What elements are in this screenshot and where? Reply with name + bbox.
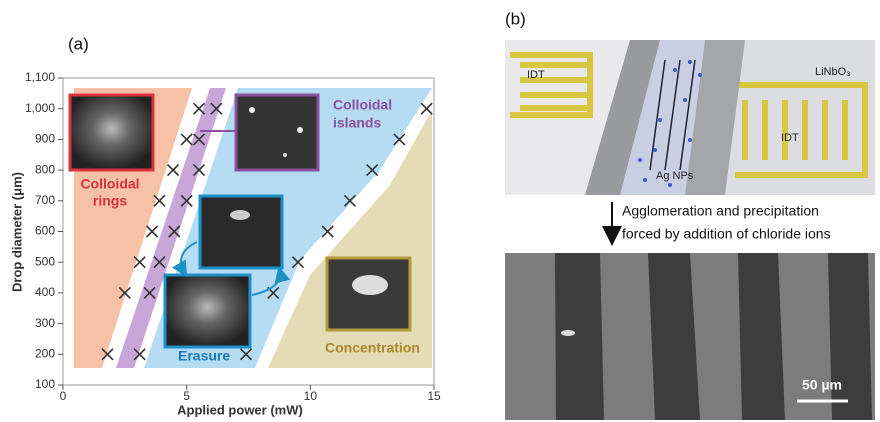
data-point	[118, 286, 131, 299]
annotation: Colloidal	[333, 97, 392, 113]
speck	[249, 107, 255, 113]
data-point	[101, 348, 114, 361]
x-tick-label: 15	[427, 389, 441, 403]
y-tick-label: 200	[35, 346, 55, 360]
data-point	[143, 286, 156, 299]
plot: 100 200 300 400 500 600 700 800 900 1,000 1,100 0 5 1…	[25, 70, 441, 403]
annotation: rings	[93, 193, 127, 209]
data-point	[153, 256, 166, 269]
panel-label: (a)	[68, 34, 89, 53]
image-label: LiNbO₃	[815, 66, 851, 78]
annotation: Erasure	[178, 348, 230, 364]
y-tick-label: 700	[35, 193, 55, 207]
y-tick-label: 900	[35, 132, 55, 146]
scale-bar-label: 50 µm	[802, 377, 842, 393]
y-tick-label: 300	[35, 316, 55, 330]
particle	[561, 330, 575, 336]
nanowire	[649, 59, 696, 171]
render-image: IDT LiNbO₃ IDT Ag NPs	[505, 40, 875, 195]
blob	[352, 275, 388, 295]
y-tick-label: 400	[35, 285, 55, 299]
y-tick-label: 1,100	[25, 70, 55, 84]
particles	[638, 60, 702, 187]
idt	[510, 52, 593, 118]
data-point	[239, 348, 253, 361]
sem-image: 50 µm	[505, 253, 875, 420]
speck	[283, 153, 287, 157]
data-point	[166, 164, 180, 177]
y-tick-label: 600	[35, 224, 55, 238]
stripe	[648, 253, 700, 420]
inset-erasure	[198, 194, 284, 270]
caption: forced by addition of chloride ions	[622, 226, 831, 242]
data-point	[180, 194, 193, 207]
insets: Colloidal rings Colloidal islands Erasur…	[68, 93, 420, 364]
data-point	[393, 133, 406, 146]
data-point	[321, 225, 334, 238]
y-tick-label: 800	[35, 162, 55, 176]
data-point	[192, 102, 206, 115]
x-tick-label: 5	[183, 389, 190, 403]
y-tick-label: 500	[35, 254, 55, 268]
data-point	[133, 348, 146, 361]
blob	[230, 210, 250, 220]
data-point	[343, 194, 356, 207]
data-point	[291, 256, 305, 269]
idt	[735, 82, 868, 178]
image-label: IDT	[527, 69, 545, 81]
panel-label: (b)	[505, 9, 526, 28]
x-tick-label: 0	[60, 389, 67, 403]
image-label: Ag NPs	[656, 170, 694, 182]
speck	[297, 127, 303, 133]
annotation: Colloidal	[80, 176, 139, 192]
data-point	[133, 256, 146, 269]
data-point	[192, 133, 206, 146]
y-tick-label: 1,000	[25, 101, 55, 115]
x-axis-title: Applied power (mW)	[177, 402, 303, 417]
data-point	[210, 102, 223, 115]
arrow	[251, 266, 291, 296]
data-point	[168, 225, 181, 238]
stripe	[555, 253, 604, 420]
inset-islands	[234, 93, 320, 172]
y-axis-title: Drop diameter (μm)	[9, 172, 24, 292]
data-point	[192, 164, 206, 177]
image-label: IDT	[781, 132, 799, 144]
data-point	[145, 225, 159, 238]
annotation: islands	[333, 115, 381, 131]
arrow	[171, 241, 198, 278]
data-point	[366, 164, 379, 177]
channel	[620, 40, 705, 195]
inset-rings	[68, 93, 155, 172]
data-point	[180, 133, 193, 146]
stripe	[828, 253, 872, 420]
data-point	[153, 194, 166, 207]
annotation: Concentration	[325, 340, 420, 356]
inset-erasure	[163, 273, 252, 349]
stripe	[738, 253, 785, 420]
caption: Agglomeration and precipitation	[622, 203, 819, 219]
data-point	[420, 102, 433, 115]
x-tick-label: 10	[304, 389, 318, 403]
y-tick-label: 100	[35, 377, 55, 391]
